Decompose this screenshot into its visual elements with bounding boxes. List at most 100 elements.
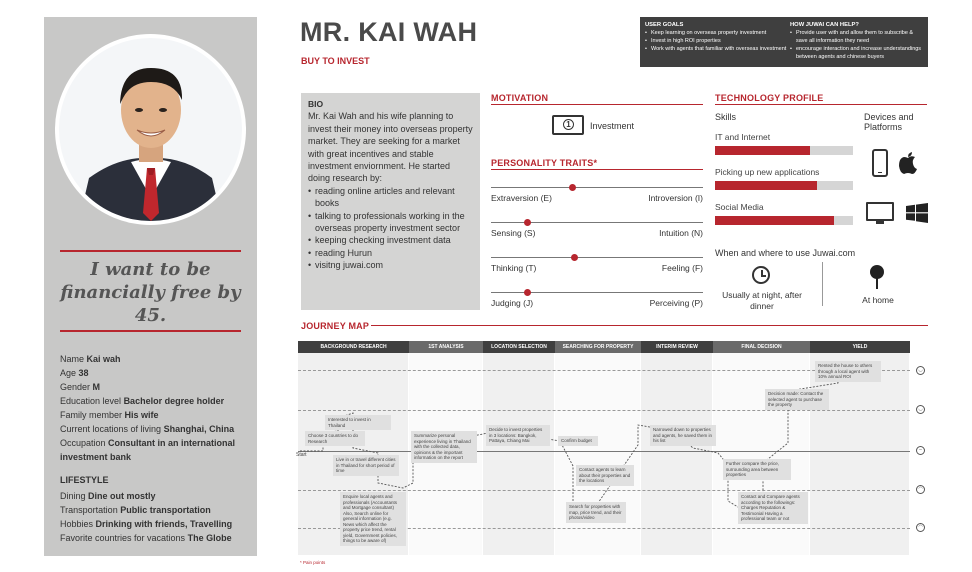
trait-marker xyxy=(524,289,531,296)
profile-occupation-row: Occupation Consultant in an internationa… xyxy=(60,436,250,464)
skills-list: IT and Internet Picking up new applicatio… xyxy=(715,132,855,232)
profile-age-row: Age 38 xyxy=(60,366,250,380)
journey-stage: INTERIM REVIEW xyxy=(641,341,713,353)
where-divider xyxy=(822,262,823,306)
trait-scale xyxy=(491,187,703,188)
journey-stage-column xyxy=(810,353,909,555)
motivation-title: MOTIVATION xyxy=(491,93,549,103)
persona-name: MR. KAI WAH xyxy=(300,17,478,47)
phone-icon xyxy=(872,149,888,177)
juwai-help: HOW JUWAI CAN HELP? Provide user with an… xyxy=(790,21,926,61)
bio-item: reading online articles and relevant boo… xyxy=(308,185,473,210)
journey-title: JOURNEY MAP xyxy=(301,321,370,331)
user-goal-item: Keep learning on overseas property inves… xyxy=(645,29,787,37)
emotion-line-neutral xyxy=(298,451,910,452)
journey-stage: FINAL DECISION xyxy=(713,341,810,353)
trait-marker xyxy=(524,219,531,226)
user-goals-title: USER GOALS xyxy=(645,22,684,28)
bio-text: Mr. Kai Wah and his wife planning to inv… xyxy=(308,111,473,184)
profile-education-label: Education level xyxy=(60,396,122,406)
trait-right-label: Introversion (I) xyxy=(648,193,703,203)
emotion-line-very-unhappy xyxy=(298,528,910,529)
profile-gender-value: M xyxy=(92,382,101,392)
profile-occupation-label: Occupation xyxy=(60,438,106,448)
where-text: At home xyxy=(862,295,894,305)
skill-bar xyxy=(715,216,853,225)
lifestyle-dining-label: Dining xyxy=(60,491,86,501)
juwai-help-item: Provide user with and allow them to subs… xyxy=(790,29,926,45)
persona-photo xyxy=(55,34,246,225)
journey-path xyxy=(300,364,859,514)
persona-quote: I want to be financially free by 45. xyxy=(60,259,241,326)
profile-age-value: 38 xyxy=(78,368,89,378)
journey-stage: LOCATION SELECTION xyxy=(483,341,555,353)
pin-icon xyxy=(870,265,884,279)
profile-name-row: Name Kai wah xyxy=(60,352,250,366)
juwai-help-item: encourage interaction and increase under… xyxy=(790,45,926,61)
lifestyle-transport-value: Public transportation xyxy=(120,505,211,515)
journey-rule xyxy=(371,325,928,326)
journey-start-label: Start xyxy=(296,452,307,458)
persona-type: BUY TO INVEST xyxy=(301,56,370,66)
juwai-help-title: HOW JUWAI CAN HELP? xyxy=(790,22,859,28)
trait-right-label: Feeling (F) xyxy=(661,263,703,273)
journey-stage-header: BACKGROUND RESEARCH 1ST ANALYSIS LOCATION … xyxy=(298,341,910,353)
trait-left-label: Thinking (T) xyxy=(491,263,537,273)
trait-marker xyxy=(571,254,578,261)
bio-item: reading Hurun xyxy=(308,247,473,260)
profile-location-row: Current locations of living Shanghai, Ch… xyxy=(60,422,250,436)
technology-rule xyxy=(715,104,927,105)
trait-right-label: Intuition (N) xyxy=(659,228,703,238)
profile-location-value: Shanghai, China xyxy=(163,424,235,434)
skill-label: Picking up new applications xyxy=(715,167,820,177)
when-text: Usually at night, after dinner xyxy=(722,290,802,311)
personality-title: PERSONALITY TRAITS* xyxy=(491,158,598,168)
motivation-item: Investment xyxy=(590,121,635,131)
journey-stage: YIELD xyxy=(810,341,910,353)
trait-left-label: Sensing (S) xyxy=(491,228,536,238)
goals-box: USER GOALS Keep learning on overseas pro… xyxy=(640,17,928,67)
monitor-stand-icon xyxy=(876,221,884,224)
lifestyle-dining-row: Dining Dine out mostly xyxy=(60,489,250,503)
profile-name-label: Name xyxy=(60,354,85,364)
trait-right-label: Perceiving (P) xyxy=(649,298,703,308)
lifestyle-hobbies-row: Hobbies Drinking with friends, Travellin… xyxy=(60,517,250,531)
journey-stage-column xyxy=(483,353,554,555)
profile-details: Name Kai wah Age 38 Gender M Education l… xyxy=(60,352,250,464)
journey-stage: BACKGROUND RESEARCH xyxy=(298,341,409,353)
profile-family-value: His wife xyxy=(124,410,159,420)
emotion-line-happy xyxy=(298,410,910,411)
bio-item: visitng juwai.com xyxy=(308,259,473,272)
trait-left-label: Extraversion (E) xyxy=(491,193,552,203)
neutral-face-icon: – xyxy=(916,446,925,455)
journey-stage: 1ST ANALYSIS xyxy=(409,341,483,353)
profile-location-label: Current locations of living xyxy=(60,424,162,434)
profile-education-row: Education level Bachelor degree holder xyxy=(60,394,250,408)
technology-title: TECHNOLOGY PROFILE xyxy=(715,93,824,103)
motivation-rule xyxy=(491,104,703,105)
apple-icon xyxy=(899,152,917,174)
lifestyle-countries-value: The Globe xyxy=(187,533,232,543)
happy-face-icon: ◡ xyxy=(916,405,925,414)
personality-traits: Extraversion (E) Introversion (I) Sensing … xyxy=(491,182,703,312)
profile-family-label: Family member xyxy=(60,410,123,420)
trait-scale xyxy=(491,292,703,293)
lifestyle-dining-value: Dine out mostly xyxy=(88,491,156,501)
trait-scale xyxy=(491,257,703,258)
user-goal-item: Invest in high ROI properties xyxy=(645,37,787,45)
where-title: When and where to use Juwai.com xyxy=(715,248,856,258)
lifestyle-hobbies-label: Hobbies xyxy=(60,519,94,529)
skill-bar-fill xyxy=(715,146,810,155)
personality-rule xyxy=(491,169,703,170)
bio-item: talking to professionals working in the … xyxy=(308,210,473,235)
profile-gender-row: Gender M xyxy=(60,380,250,394)
profile-gender-label: Gender xyxy=(60,382,91,392)
unhappy-face-icon: ◠ xyxy=(916,485,925,494)
profile-age-label: Age xyxy=(60,368,77,378)
clock-icon xyxy=(752,266,770,284)
very-unhappy-face-icon: ◠ xyxy=(916,523,925,532)
avatar xyxy=(59,38,242,221)
user-goal-item: Work with agents that familiar with over… xyxy=(645,45,787,53)
trait-left-label: Judging (J) xyxy=(491,298,534,308)
journey-stage: SEARCHING FOR PROPERTY xyxy=(555,341,641,353)
